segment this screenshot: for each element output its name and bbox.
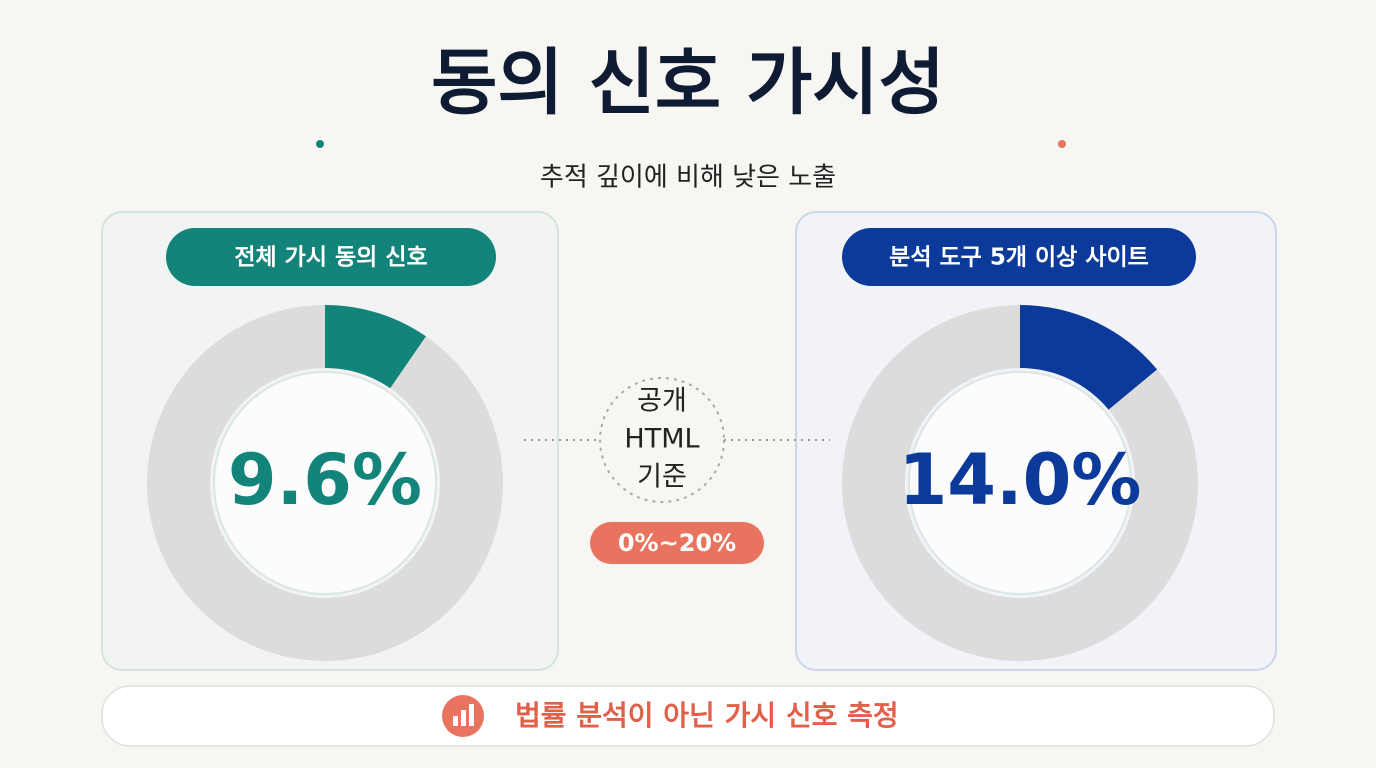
icon-bar [461,710,466,726]
value-label: 14.0% [899,439,1142,521]
donut-segment [147,305,504,661]
donut-hole [908,371,1132,595]
chart-title: 분석 도구 5개 이상 사이트 [889,245,1149,271]
note-line: 공개 [637,386,687,417]
range-label: 0%~20% [618,529,736,557]
value-label: 9.6% [228,439,422,521]
title: 동의 신호 가시성 [431,41,945,125]
divider-dot [316,140,324,148]
note-line: 기준 [637,462,687,493]
title-pill [842,228,1196,286]
divider-dot [1058,140,1066,148]
subtitle: 추적 깊이에 비해 낮은 노출 [540,163,836,193]
footer-text: 법률 분석이 아닌 가시 신호 측정 [515,699,899,732]
title-pill [166,228,496,286]
range-pill [590,522,764,564]
note-line: HTML [624,424,699,455]
note-circle [599,377,725,503]
donut-segment [842,305,1198,662]
donut-segment [325,305,426,389]
icon-bar [453,716,458,726]
footer-box [101,685,1275,747]
donut-hole [213,371,437,595]
icon-bar [469,704,474,726]
chart-title: 전체 가시 동의 신호 [234,245,427,271]
donut-segment [1020,305,1158,410]
